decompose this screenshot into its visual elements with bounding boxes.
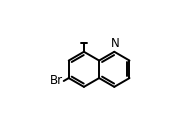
- Text: Br: Br: [50, 75, 63, 88]
- Text: N: N: [111, 37, 119, 50]
